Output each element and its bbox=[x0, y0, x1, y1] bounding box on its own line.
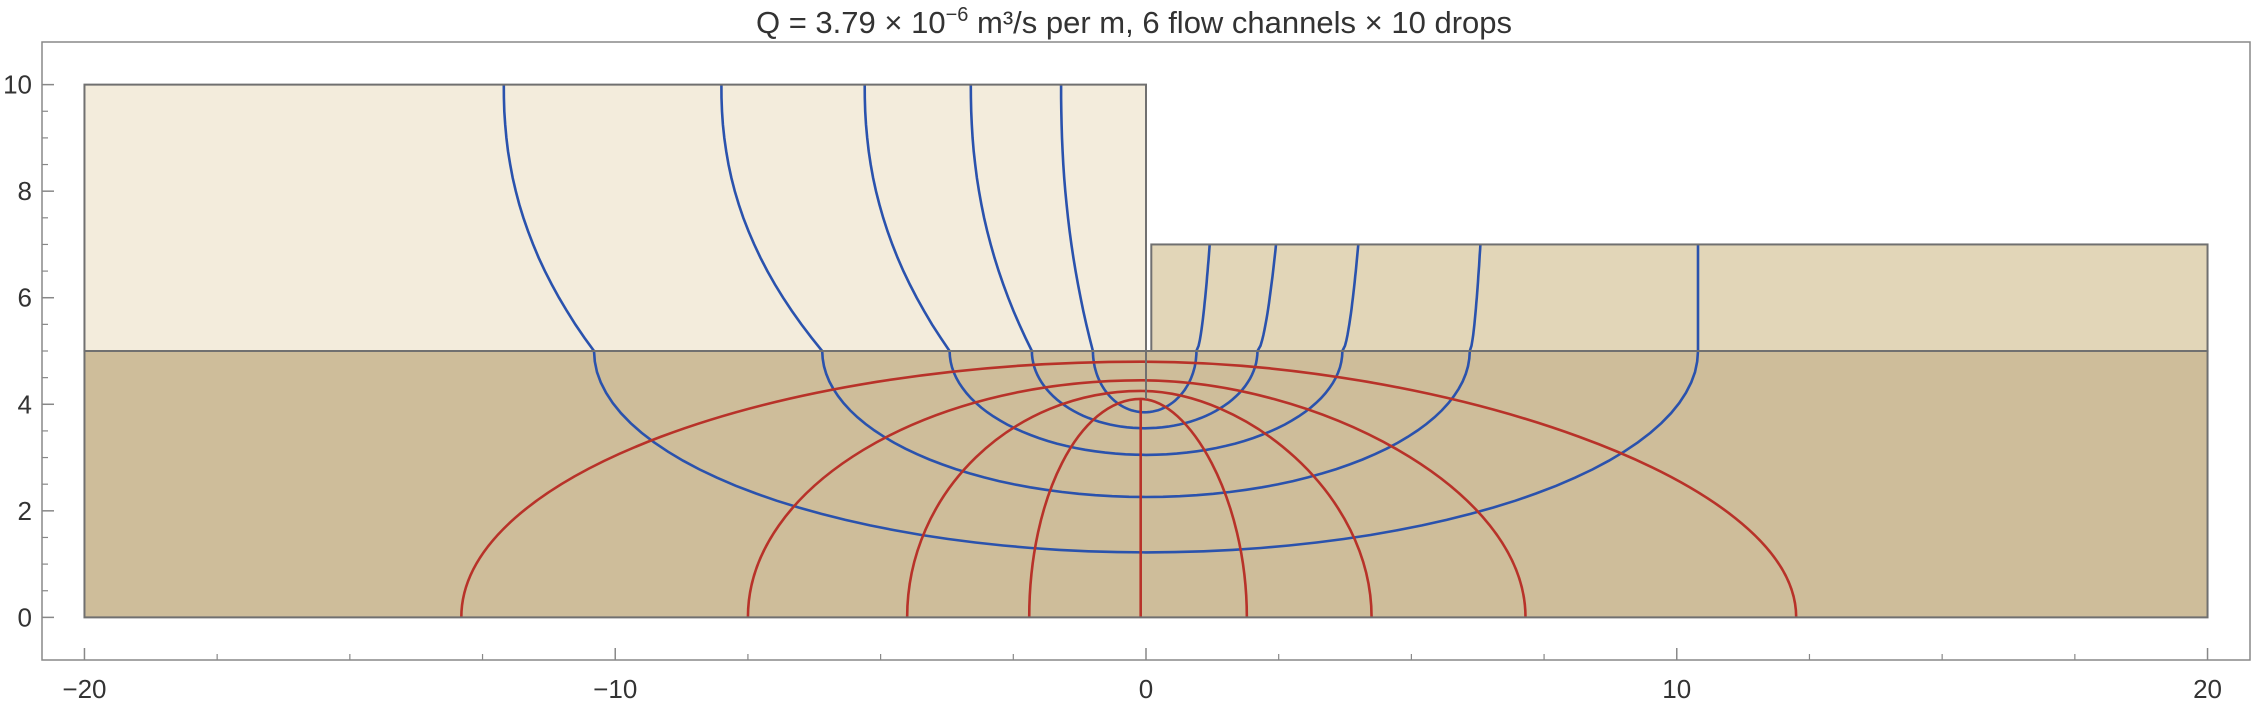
y-tick-label-4: 8 bbox=[18, 176, 32, 206]
flow-line-5 bbox=[1059, 84, 1211, 414]
upstream-upper-layer bbox=[84, 84, 1146, 351]
x-tick-label-1: −10 bbox=[593, 674, 637, 704]
region-outlines bbox=[83, 83, 2209, 619]
equipotential-line-2 bbox=[746, 379, 1527, 618]
x-tick-label-0: −20 bbox=[62, 674, 106, 704]
flow-line-3 bbox=[863, 84, 1360, 457]
x-tick-label-2: 0 bbox=[1139, 674, 1153, 704]
x-tick-label-3: 10 bbox=[1662, 674, 1691, 704]
y-tick-label-1: 2 bbox=[18, 496, 32, 526]
axis-tick-labels: −20 −10 0 10 20 0 2 4 6 8 10 bbox=[3, 70, 2222, 704]
equipotential-line-3 bbox=[905, 389, 1373, 618]
y-tick-label-5: 10 bbox=[3, 70, 32, 100]
flow-line-2 bbox=[720, 84, 1482, 499]
soil-regions bbox=[84, 84, 2208, 618]
y-tick-label-2: 4 bbox=[18, 389, 32, 419]
title-prefix: Q = 3.79 × 10 bbox=[756, 5, 946, 40]
flow-line-1 bbox=[502, 84, 1700, 554]
title-exponent: −6 bbox=[946, 4, 969, 26]
equipotential-line-1 bbox=[460, 360, 1798, 618]
equipotential-line-4 bbox=[1027, 397, 1249, 618]
y-tick-label-0: 0 bbox=[18, 602, 32, 632]
y-tick-label-3: 6 bbox=[18, 283, 32, 313]
flow-lines bbox=[502, 84, 1700, 554]
equipotential-lines bbox=[460, 360, 1798, 618]
chart-title: Q = 3.79 × 10−6 m³/s per m, 6 flow chann… bbox=[756, 4, 1512, 40]
flow-line-4 bbox=[969, 84, 1278, 430]
x-tick-label-4: 20 bbox=[2193, 674, 2222, 704]
axis-ticks bbox=[42, 83, 2209, 660]
downstream-upper-layer bbox=[1151, 244, 2208, 351]
title-suffix: m³/s per m, 6 flow channels × 10 drops bbox=[968, 5, 1512, 40]
